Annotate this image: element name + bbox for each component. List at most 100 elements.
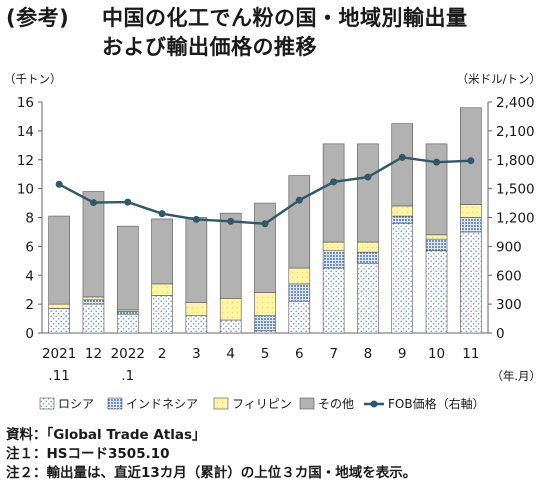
x-tick-label: 12 [85, 346, 102, 362]
bar-segment-other [460, 107, 482, 205]
x-tick-label: 5 [261, 346, 270, 362]
legend-philippines-swatch [213, 397, 229, 410]
y-tick-label-left: 16 [17, 95, 34, 111]
fob-price-point [55, 180, 63, 188]
fob-price-point [364, 173, 372, 181]
y-axis-label-left: （千トン） [4, 72, 62, 86]
y-tick-label-right: 900 [496, 239, 522, 255]
y-tick-label-left: 4 [25, 268, 34, 284]
x-tick-label: 2022 [111, 346, 145, 362]
bar-segment-russia [391, 222, 414, 334]
x-tick-label: 11 [462, 346, 479, 362]
bar-segment-indonesia [425, 238, 448, 252]
x-tick-label-sub: .11 [48, 368, 69, 384]
chart-title: (参考) 中国の化工でん粉の国・地域別輸出量 および輸出価格の推移 [6, 4, 542, 62]
bar-segment-other [151, 218, 173, 285]
plot-area: 0 2 4 6 8 10 12 14 16 0 300 600 900 1,200 1,500 1,800 2,… [4, 72, 541, 411]
x-tick-label: 2 [158, 346, 167, 362]
fob-price-point [124, 198, 132, 206]
note-1: 注１：HSコード3505.10 [6, 446, 170, 462]
bar-segment-philippines [288, 267, 311, 285]
y-tick-label-right: 600 [496, 268, 522, 284]
bar-segment-philippines [185, 302, 208, 316]
fob-price-point [192, 215, 200, 223]
y-tick-label-left: 0 [25, 326, 34, 342]
bar-segment-other [82, 191, 105, 298]
legend-other-label: その他 [318, 397, 354, 411]
bar-segment-other [391, 123, 414, 207]
x-tick-label: 7 [329, 346, 338, 362]
bar-segment-philippines [48, 303, 70, 309]
bar-segment-other [185, 217, 208, 303]
bar-segment-philippines [254, 292, 276, 316]
bar-segment-indonesia [357, 251, 379, 264]
bar-segment-russia [185, 315, 208, 334]
legend-russia-label: ロシア [58, 397, 94, 411]
bar-segment-indonesia [116, 311, 139, 315]
bar-segment-russia [151, 295, 173, 334]
bar-segment-russia [116, 313, 139, 334]
bar-segment-philippines [391, 205, 414, 217]
y-tick-label-left: 8 [25, 211, 34, 227]
bar-segment-russia [82, 303, 105, 334]
fob-price-point [330, 178, 338, 186]
bar-segment-indonesia [391, 215, 414, 224]
y-tick-label-left: 2 [25, 297, 34, 313]
bar-segment-philippines [151, 283, 173, 296]
y-tick-label-right: 1,200 [496, 211, 535, 227]
note-2: 注２：輸出量は、直近13カ月（累計）の上位３カ国・地域を表示。 [6, 465, 417, 481]
legend-other-swatch [299, 397, 315, 410]
fob-price-point [89, 199, 97, 207]
x-tick-label: 8 [364, 346, 373, 362]
legend-fob-price-label: FOB価格（右軸） [388, 396, 485, 411]
bar-segment-philippines [460, 204, 482, 218]
bar-segment-other [357, 143, 379, 243]
legend-philippines-label: フィリピン [232, 397, 292, 411]
x-tick-label-sub: .1 [121, 368, 134, 384]
y-tick-label-right: 2,100 [496, 124, 535, 140]
bar-segment-indonesia [322, 250, 345, 269]
title-prefix: (参考) [6, 6, 70, 30]
legend-indonesia-swatch [107, 397, 123, 410]
bar-segment-other [322, 143, 345, 243]
bar-segment-philippines [425, 234, 448, 240]
notes: 資料：「Global Trade Atlas」 注１：HSコード3505.10 … [6, 426, 416, 483]
x-tick-label: 3 [192, 346, 201, 362]
title-line-1: 中国の化工でん粉の国・地域別輸出量 [102, 6, 468, 30]
bar-segment-indonesia [460, 217, 482, 233]
chart-area: 0 2 4 6 8 10 12 14 16 0 300 600 900 1,200 1,500 1,800 2,… [4, 72, 541, 411]
bar-segment-other [288, 175, 311, 269]
bar-segment-russia [357, 263, 379, 334]
bar-segment-russia [288, 300, 311, 334]
bar-segment-russia [460, 231, 482, 334]
x-axis-label: （年.月） [491, 369, 541, 383]
bar-segment-other [116, 225, 139, 311]
x-tick-label: 9 [398, 346, 407, 362]
y-tick-label-left: 6 [25, 239, 34, 255]
bar-segment-russia [322, 267, 345, 334]
bar-segment-russia [425, 250, 448, 334]
bar-segment-russia [254, 330, 276, 334]
source-note: 資料：「Global Trade Atlas」 [6, 427, 206, 443]
fob-price-point [433, 158, 441, 166]
x-tick-label: 6 [295, 346, 304, 362]
fob-price-point [398, 153, 406, 161]
y-tick-label-right: 1,800 [496, 153, 535, 169]
y-tick-label-right: 300 [496, 297, 522, 313]
bar-segment-russia [219, 319, 242, 334]
bar-segment-indonesia [254, 315, 276, 332]
legend-fob-price-swatch-point [370, 400, 378, 408]
bar-segment-other [48, 215, 70, 305]
bar-segment-philippines [322, 241, 345, 252]
title-line-2: および輸出価格の推移 [102, 35, 317, 59]
fob-price-point [227, 217, 235, 225]
bar-segment-other [254, 202, 276, 293]
bar-segment-philippines [82, 296, 105, 301]
y-tick-label-right: 0 [496, 326, 505, 342]
bar-segment-indonesia [82, 299, 105, 305]
x-tick-label: 4 [226, 346, 235, 362]
legend-russia-swatch [39, 397, 55, 410]
x-tick-label: 10 [428, 346, 445, 362]
y-tick-label-left: 10 [17, 182, 34, 198]
legend-indonesia-label: インドネシア [126, 397, 198, 411]
